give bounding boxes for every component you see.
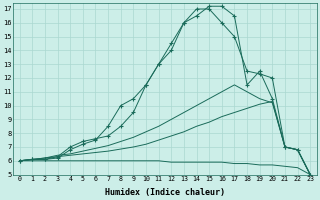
X-axis label: Humidex (Indice chaleur): Humidex (Indice chaleur) (105, 188, 225, 197)
